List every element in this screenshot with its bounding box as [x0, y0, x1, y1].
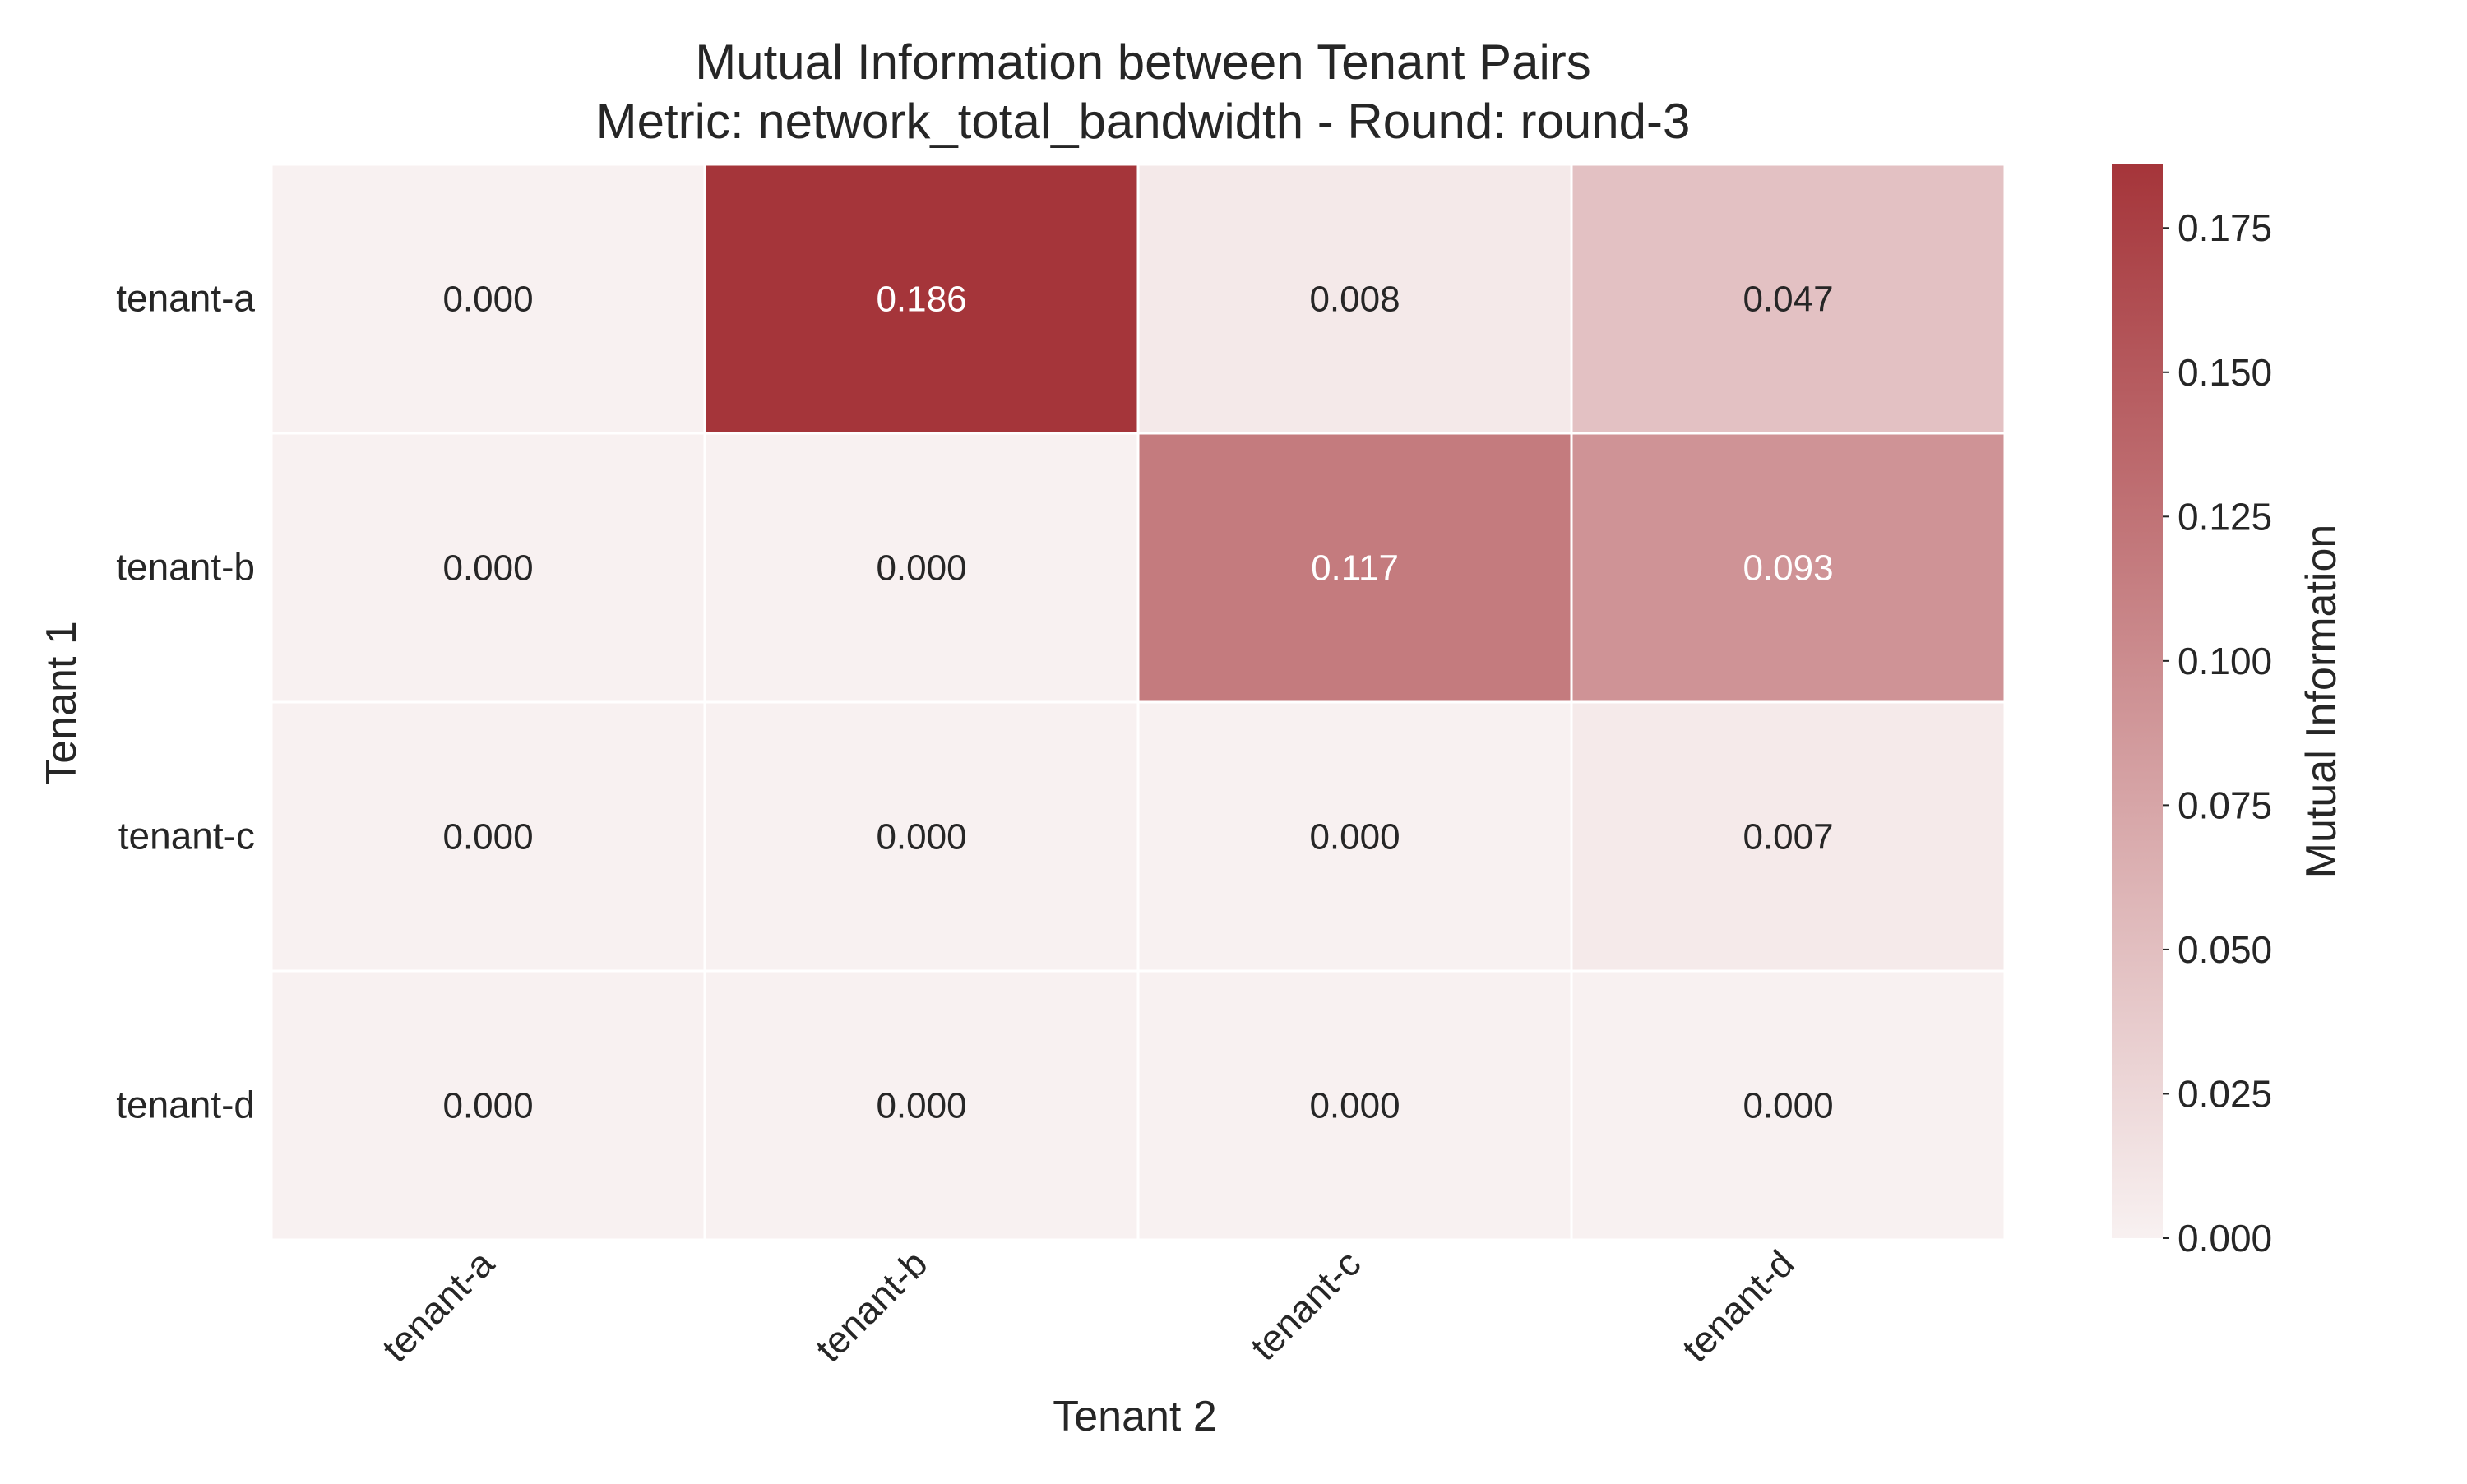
chart-subtitle: Metric: network_total_bandwidth - Round:… — [596, 94, 1691, 149]
heatmap-cell — [270, 969, 706, 1241]
colorbar-tick-label: 0.150 — [2178, 351, 2272, 394]
colorbar-ticks: 0.000 0.025 0.050 0.075 0.100 0.125 0.150 0.175 — [2163, 206, 2272, 1260]
cell-value-label: 0.000 — [442, 280, 533, 320]
x-axis-label: Tenant 2 — [1053, 1393, 1217, 1440]
x-tick-label: tenant-d — [1673, 1241, 1802, 1370]
cell-value-label: 0.000 — [876, 817, 966, 858]
heatmap-cell — [1570, 432, 2006, 704]
heatmap-cell — [703, 163, 1140, 435]
heatmap-cell — [703, 969, 1140, 1241]
heatmap-cell — [1136, 163, 1573, 435]
x-tick-labels: tenant-a tenant-b tenant-c tenant-d — [373, 1241, 1802, 1370]
cell-value-label: 0.093 — [1743, 548, 1833, 589]
x-tick-label: tenant-a — [373, 1241, 502, 1370]
colorbar-tick-label: 0.100 — [2178, 640, 2272, 682]
y-tick-label: tenant-d — [116, 1084, 255, 1126]
cell-value-label: 0.117 — [1311, 548, 1399, 589]
cell-value-label: 0.000 — [442, 1086, 533, 1126]
colorbar-label: Mutual Information — [2298, 525, 2345, 879]
colorbar-tick-label: 0.025 — [2178, 1072, 2272, 1115]
colorbar-tick-label: 0.000 — [2178, 1217, 2272, 1260]
x-tick-label: tenant-b — [807, 1241, 935, 1370]
colorbar-tick-label: 0.075 — [2178, 784, 2272, 826]
y-tick-labels: tenant-a tenant-b tenant-c tenant-d — [116, 277, 255, 1126]
cell-value-label: 0.000 — [1309, 1086, 1400, 1126]
cell-value-label: 0.007 — [1743, 817, 1833, 858]
y-tick-label: tenant-c — [118, 815, 255, 858]
cell-value-label: 0.000 — [442, 548, 533, 589]
y-tick-label: tenant-a — [116, 277, 255, 320]
heatmap-cell — [703, 432, 1140, 704]
y-tick-label: tenant-b — [116, 546, 255, 589]
heatmap-cells: 0.000 0.186 0.008 0.047 0.000 0.000 0.117 0.093… — [270, 163, 2006, 1241]
x-tick-label: tenant-c — [1242, 1241, 1368, 1368]
cell-value-label: 0.186 — [876, 280, 966, 320]
cell-value-label: 0.008 — [1309, 280, 1400, 320]
colorbar-tick-label: 0.125 — [2178, 495, 2272, 538]
heatmap-cell — [1570, 969, 2006, 1241]
heatmap-cell — [1136, 969, 1573, 1241]
heatmap-cell — [1570, 163, 2006, 435]
heatmap-cell — [703, 700, 1140, 973]
cell-value-label: 0.000 — [442, 817, 533, 858]
cell-value-label: 0.000 — [876, 548, 966, 589]
heatmap-cell — [1570, 700, 2006, 973]
cell-value-label: 0.047 — [1743, 280, 1833, 320]
colorbar-tick-label: 0.175 — [2178, 206, 2272, 249]
colorbar — [2112, 164, 2163, 1238]
y-axis-label: Tenant 1 — [38, 621, 86, 785]
cell-value-label: 0.000 — [876, 1086, 966, 1126]
heatmap-cell — [270, 163, 706, 435]
colorbar-tick-label: 0.050 — [2178, 928, 2272, 971]
heatmap-cell — [270, 432, 706, 704]
cell-value-label: 0.000 — [1309, 817, 1400, 858]
cell-value-label: 0.000 — [1743, 1086, 1833, 1126]
chart-title: Mutual Information between Tenant Pairs — [695, 35, 1591, 90]
